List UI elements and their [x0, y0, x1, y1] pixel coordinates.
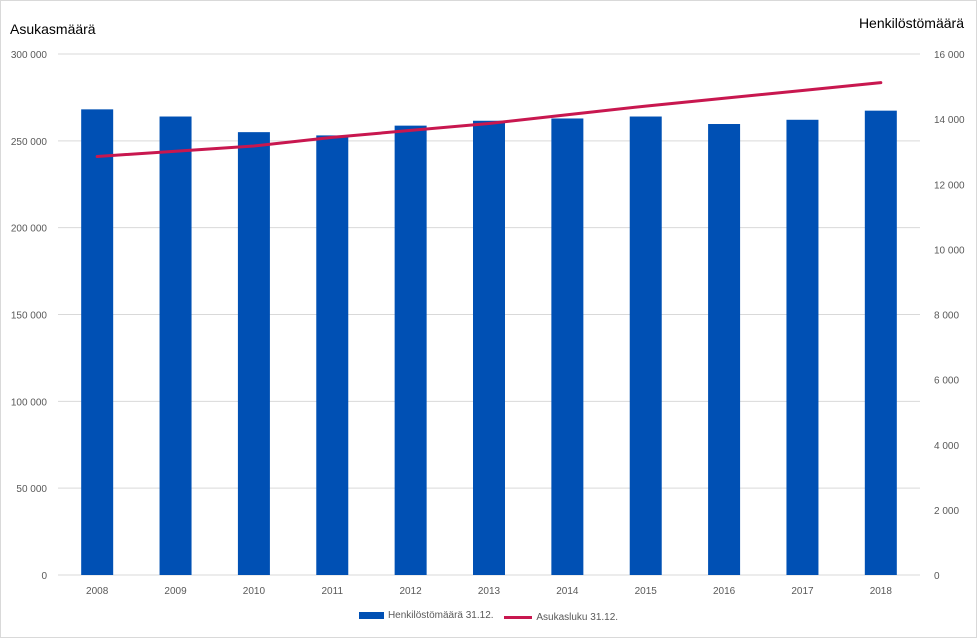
bar	[316, 135, 349, 575]
bar	[237, 132, 270, 575]
x-tick-label: 2017	[791, 586, 814, 597]
right-tick-label: 10 000	[934, 245, 965, 256]
bar	[159, 116, 192, 576]
x-tick-label: 2014	[556, 586, 579, 597]
left-tick-label: 300 000	[11, 50, 48, 61]
right-tick-label: 12 000	[934, 180, 965, 191]
right-tick-label: 6 000	[934, 376, 959, 387]
legend: Henkilöstömäärä 31.12. Asukasluku 31.12.	[0, 610, 977, 623]
legend-line-swatch	[504, 616, 533, 619]
legend-label-staff: Henkilöstömäärä 31.12.	[387, 610, 494, 621]
bar	[81, 109, 114, 575]
right-tick-label: 8 000	[934, 311, 959, 322]
x-tick-label: 2011	[322, 586, 344, 597]
bar	[708, 124, 741, 576]
bar	[786, 119, 819, 576]
left-tick-label: 0	[41, 571, 47, 582]
right-tick-label: 4 000	[934, 441, 959, 452]
x-tick-label: 2012	[400, 586, 423, 597]
right-tick-label: 14 000	[934, 115, 965, 126]
bar	[394, 125, 427, 575]
left-tick-label: 150 000	[11, 311, 48, 322]
right-tick-label: 0	[934, 571, 940, 582]
x-tick-label: 2015	[635, 586, 658, 597]
bar	[629, 116, 662, 576]
x-tick-label: 2016	[713, 586, 736, 597]
x-tick-label: 2010	[243, 586, 266, 597]
left-axis-title: Asukasmäärä	[10, 21, 96, 37]
bar	[473, 120, 505, 576]
x-tick-label: 2009	[164, 586, 187, 597]
right-tick-label: 2 000	[934, 506, 959, 517]
legend-label-population: Asukasluku 31.12.	[536, 612, 619, 623]
left-tick-label: 50 000	[16, 484, 47, 495]
left-tick-label: 250 000	[11, 137, 48, 148]
x-tick-label: 2008	[86, 586, 109, 597]
legend-item-staff: Henkilöstömäärä 31.12.	[358, 610, 494, 621]
bar	[864, 110, 897, 575]
x-tick-label: 2018	[870, 586, 893, 597]
legend-bar-swatch	[358, 612, 384, 619]
right-tick-label: 16 000	[934, 50, 965, 61]
right-axis-title: Henkilöstömäärä	[858, 15, 964, 31]
x-tick-label: 2013	[478, 586, 501, 597]
left-tick-label: 100 000	[11, 397, 48, 408]
left-tick-label: 200 000	[11, 224, 48, 235]
population-line	[95, 81, 883, 158]
legend-item-population: Asukasluku 31.12.	[504, 612, 618, 623]
bar	[551, 118, 584, 575]
